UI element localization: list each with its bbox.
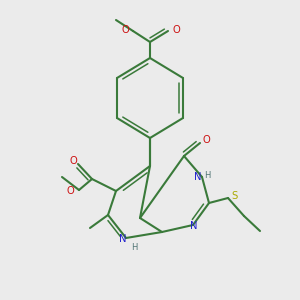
Text: N: N xyxy=(119,234,127,244)
Text: H: H xyxy=(204,172,210,181)
Text: O: O xyxy=(202,135,210,145)
Text: O: O xyxy=(121,25,129,35)
Text: O: O xyxy=(172,25,180,35)
Text: S: S xyxy=(232,191,238,201)
Text: N: N xyxy=(190,221,198,231)
Text: N: N xyxy=(194,172,202,182)
Text: O: O xyxy=(66,186,74,196)
Text: H: H xyxy=(131,242,137,251)
Text: O: O xyxy=(69,156,77,166)
